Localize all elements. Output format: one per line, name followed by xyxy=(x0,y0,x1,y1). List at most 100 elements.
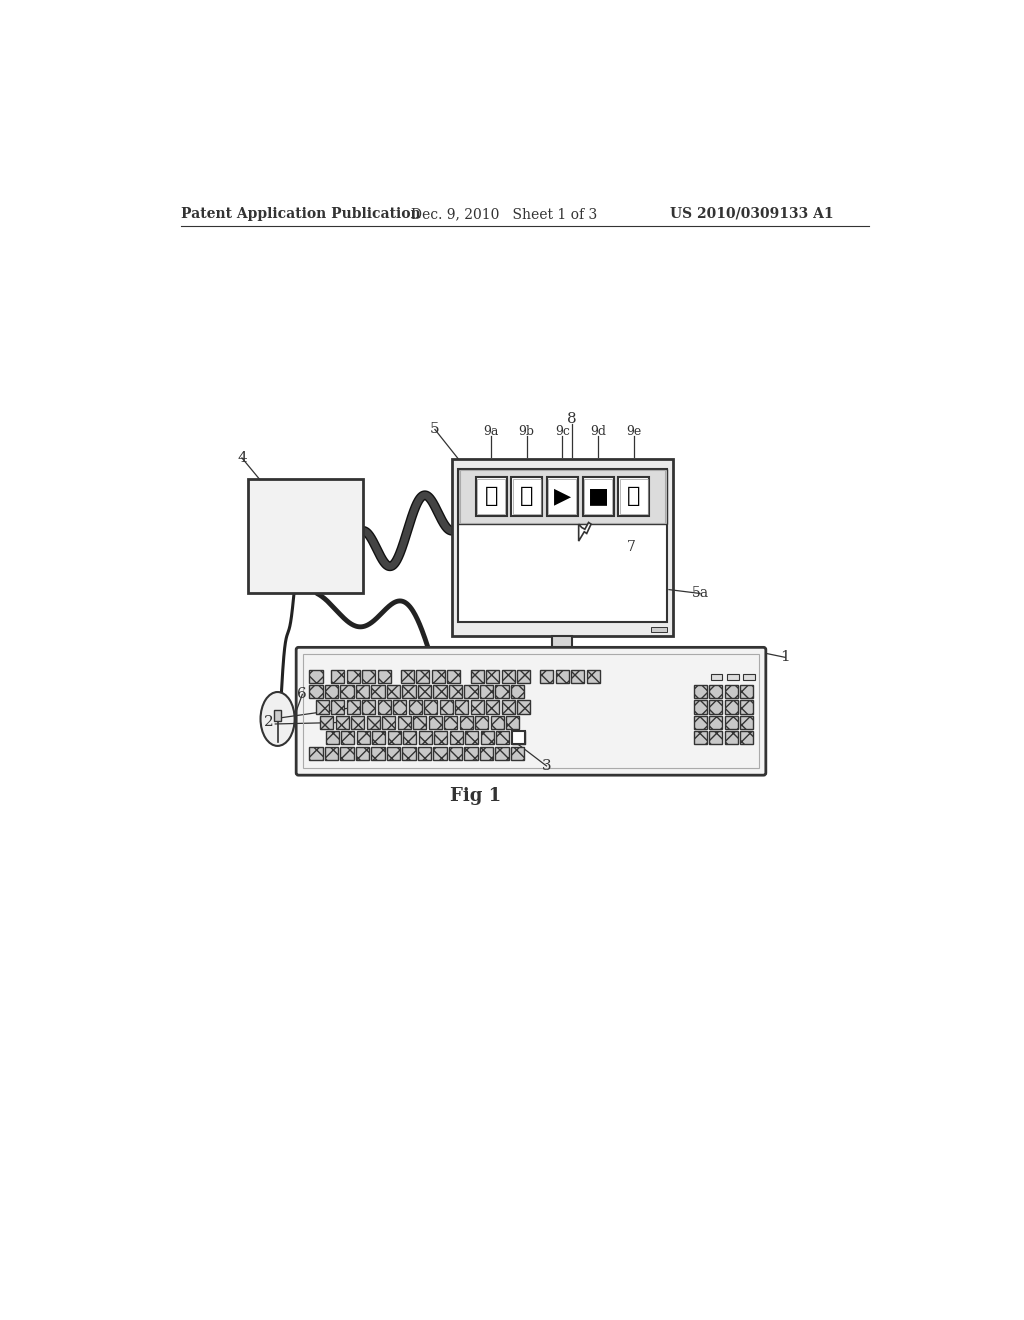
Bar xyxy=(651,627,667,632)
Bar xyxy=(711,673,722,681)
Bar xyxy=(512,731,524,744)
Bar xyxy=(511,478,543,516)
Polygon shape xyxy=(579,523,591,541)
Bar xyxy=(402,685,416,698)
Bar xyxy=(517,669,530,682)
Bar xyxy=(486,669,500,682)
Bar xyxy=(434,731,447,744)
Bar xyxy=(740,685,754,698)
Bar xyxy=(517,701,530,714)
Bar xyxy=(725,731,738,744)
Bar xyxy=(552,636,572,657)
Bar xyxy=(511,685,524,698)
Text: ▶: ▶ xyxy=(554,487,571,507)
Bar xyxy=(496,685,509,698)
Bar xyxy=(402,747,416,760)
Bar xyxy=(346,701,359,714)
Bar xyxy=(475,715,488,729)
Bar xyxy=(449,685,462,698)
Bar xyxy=(418,747,431,760)
Bar xyxy=(397,715,411,729)
Text: ⏪: ⏪ xyxy=(484,487,498,507)
Bar xyxy=(587,669,600,682)
Bar xyxy=(725,701,738,714)
Bar xyxy=(460,470,665,523)
Bar xyxy=(458,469,667,524)
Text: 5a: 5a xyxy=(691,586,709,601)
Text: 9d: 9d xyxy=(590,425,606,438)
Bar xyxy=(387,685,400,698)
Bar xyxy=(444,715,458,729)
Bar xyxy=(693,731,707,744)
Bar xyxy=(511,747,524,760)
Bar xyxy=(433,685,446,698)
Bar xyxy=(382,715,395,729)
Bar xyxy=(414,715,426,729)
Bar xyxy=(460,715,473,729)
Text: ⏩: ⏩ xyxy=(520,487,534,507)
Bar xyxy=(433,747,446,760)
Bar xyxy=(362,701,375,714)
Bar xyxy=(325,747,338,760)
Bar xyxy=(740,731,754,744)
Bar xyxy=(541,669,554,682)
Bar xyxy=(693,715,707,729)
Bar xyxy=(710,685,722,698)
Bar xyxy=(400,669,414,682)
Bar xyxy=(571,669,585,682)
Bar xyxy=(455,701,468,714)
Bar xyxy=(248,479,362,594)
Bar xyxy=(556,669,569,682)
Bar xyxy=(710,701,722,714)
Bar xyxy=(378,701,391,714)
Bar xyxy=(502,701,515,714)
Bar xyxy=(512,731,524,744)
Bar xyxy=(464,685,477,698)
Text: 2: 2 xyxy=(264,715,274,730)
Bar xyxy=(743,673,755,681)
Bar xyxy=(506,715,519,729)
Bar xyxy=(393,701,407,714)
Bar xyxy=(303,655,759,768)
Bar xyxy=(273,710,282,721)
Bar xyxy=(496,731,509,744)
Ellipse shape xyxy=(260,692,295,746)
Bar xyxy=(458,469,667,622)
Text: US 2010/0309133 A1: US 2010/0309133 A1 xyxy=(671,207,835,220)
Bar xyxy=(315,701,329,714)
Text: Fig 1: Fig 1 xyxy=(450,787,501,805)
Bar xyxy=(480,747,493,760)
Bar xyxy=(513,479,541,515)
Bar xyxy=(309,747,323,760)
Bar xyxy=(465,731,478,744)
Bar xyxy=(496,747,509,760)
Bar xyxy=(356,731,370,744)
Bar xyxy=(331,701,344,714)
Text: 4: 4 xyxy=(237,451,247,465)
Bar xyxy=(387,747,400,760)
Text: 9c: 9c xyxy=(555,425,569,438)
Bar xyxy=(419,731,432,744)
Text: 7: 7 xyxy=(627,540,636,554)
Text: 9a: 9a xyxy=(483,425,499,438)
Bar xyxy=(439,701,453,714)
Bar xyxy=(477,479,505,515)
Text: 9e: 9e xyxy=(626,425,641,438)
Ellipse shape xyxy=(527,651,597,668)
Text: Dec. 9, 2010   Sheet 1 of 3: Dec. 9, 2010 Sheet 1 of 3 xyxy=(411,207,597,220)
Bar xyxy=(449,747,462,760)
Bar xyxy=(346,669,359,682)
Text: Patent Application Publication: Patent Application Publication xyxy=(180,207,420,220)
Bar xyxy=(403,731,417,744)
Bar xyxy=(480,685,493,698)
Bar xyxy=(710,731,722,744)
Bar xyxy=(618,478,649,516)
FancyBboxPatch shape xyxy=(296,647,766,775)
Bar xyxy=(336,715,349,729)
Bar xyxy=(356,747,369,760)
Bar xyxy=(471,669,483,682)
Bar xyxy=(725,685,738,698)
Bar xyxy=(362,669,375,682)
Bar xyxy=(356,685,369,698)
Bar xyxy=(429,715,442,729)
